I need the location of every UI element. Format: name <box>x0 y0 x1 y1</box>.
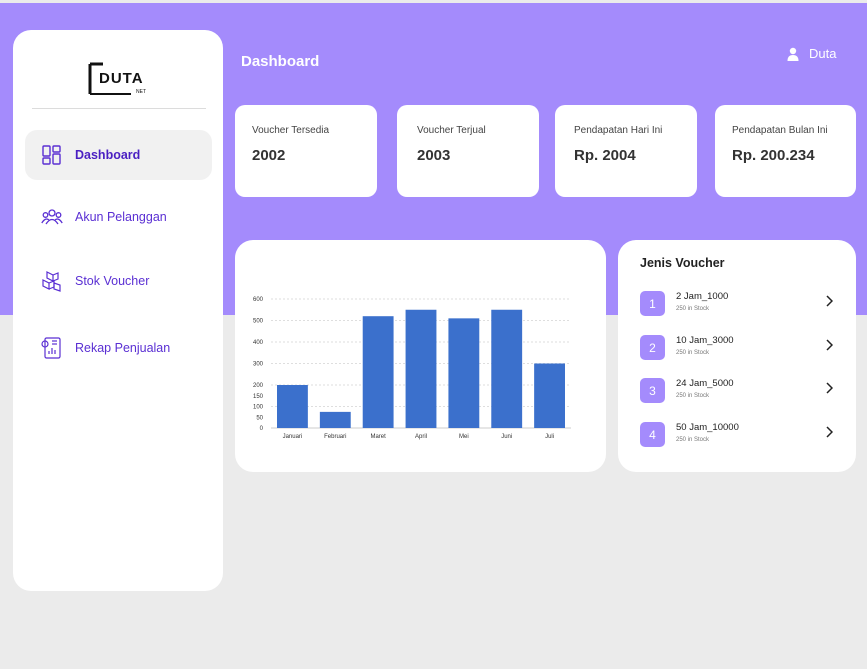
voucher-item[interactable]: 1 2 Jam_1000 250 in Stock <box>640 290 840 320</box>
y-tick-label: 500 <box>253 319 264 325</box>
stat-card-voucher-tersedia: Voucher Tersedia 2002 <box>235 105 377 197</box>
logo-mark <box>88 62 131 95</box>
stat-value: 2003 <box>417 147 451 164</box>
bar-juni <box>491 309 523 428</box>
sidebar-divider <box>32 108 206 109</box>
voucher-name: 10 Jam_3000 <box>676 335 734 346</box>
bar-januari <box>277 385 308 428</box>
voucher-number-badge: 3 <box>640 378 665 403</box>
page-title: Dashboard <box>241 53 320 70</box>
x-tick-label: Juli <box>545 434 554 440</box>
user-name: Duta <box>809 46 837 61</box>
stat-value: Rp. 2004 <box>574 147 636 164</box>
bar-maret <box>362 316 394 428</box>
report-icon <box>41 337 63 359</box>
y-tick-label: 0 <box>260 426 264 432</box>
stat-card-pendapatan-bulan-ini: Pendapatan Bulan Ini Rp. 200.234 <box>715 105 856 197</box>
chevron-right-icon <box>826 382 833 394</box>
sidebar-item-stok-voucher[interactable]: Stok Voucher <box>25 256 212 306</box>
stat-label: Pendapatan Hari Ini <box>574 125 663 136</box>
logo-subtext: NET <box>136 89 146 95</box>
sidebar-item-rekap-penjualan[interactable]: Rekap Penjualan <box>25 323 212 373</box>
voucher-number-badge: 4 <box>640 422 665 447</box>
stat-value: Rp. 200.234 <box>732 147 815 164</box>
users-icon <box>41 206 63 228</box>
sidebar-item-dashboard[interactable]: Dashboard <box>25 130 212 180</box>
x-tick-label: April <box>415 434 427 440</box>
stat-card-pendapatan-hari-ini: Pendapatan Hari Ini Rp. 2004 <box>555 105 697 197</box>
stat-label: Voucher Tersedia <box>252 125 330 136</box>
sidebar-item-label: Akun Pelanggan <box>75 210 167 224</box>
dashboard-grid-icon <box>41 144 63 166</box>
sales-bar-chart: 0 50 100 150 200 300 400 500 600 Januari Februari M… <box>253 297 571 440</box>
stat-label: Pendapatan Bulan Ini <box>732 125 828 136</box>
y-tick-label: 400 <box>253 340 264 346</box>
voucher-stock: 250 in Stock <box>676 306 710 312</box>
y-tick-label: 600 <box>253 297 264 303</box>
voucher-number-badge: 2 <box>640 335 665 360</box>
x-tick-label: Maret <box>370 434 386 440</box>
chevron-right-icon <box>826 295 833 307</box>
sidebar: DUTA NET Dashboard Akun Pelanggan <box>13 30 223 591</box>
voucher-stock: 250 in Stock <box>676 350 710 356</box>
voucher-types-title: Jenis Voucher <box>640 256 725 270</box>
chevron-right-icon <box>826 426 833 438</box>
x-tick-label: Februari <box>324 434 346 440</box>
sidebar-item-label: Rekap Penjualan <box>75 341 171 355</box>
user-icon <box>787 47 799 61</box>
logo: DUTA NET <box>13 58 223 108</box>
sidebar-item-akun-pelanggan[interactable]: Akun Pelanggan <box>25 192 212 242</box>
voucher-item[interactable]: 2 10 Jam_3000 250 in Stock <box>640 334 840 364</box>
user-menu[interactable]: Duta <box>787 46 836 61</box>
chevron-right-icon <box>826 339 833 351</box>
y-tick-label: 200 <box>253 383 264 389</box>
x-tick-label: Januari <box>283 434 303 440</box>
sidebar-item-label: Dashboard <box>75 148 141 162</box>
voucher-stock: 250 in Stock <box>676 393 710 399</box>
sidebar-item-label: Stok Voucher <box>75 274 150 288</box>
voucher-name: 50 Jam_10000 <box>676 422 739 433</box>
bar-april <box>405 309 437 428</box>
voucher-number-badge: 1 <box>640 291 665 316</box>
boxes-icon <box>41 270 63 292</box>
y-tick-label: 150 <box>253 394 264 400</box>
logo-text: DUTA <box>99 70 144 87</box>
bar-mei <box>448 318 480 428</box>
x-tick-label: Mei <box>459 434 469 440</box>
voucher-name: 2 Jam_1000 <box>676 291 729 302</box>
stat-card-voucher-terjual: Voucher Terjual 2003 <box>397 105 539 197</box>
voucher-name: 24 Jam_5000 <box>676 378 734 389</box>
voucher-item[interactable]: 4 50 Jam_10000 250 in Stock <box>640 421 840 451</box>
voucher-stock: 250 in Stock <box>676 437 710 443</box>
x-tick-label: Juni <box>501 434 512 440</box>
voucher-types-card: Jenis Voucher 1 2 Jam_1000 250 in Stock … <box>618 240 856 472</box>
stat-value: 2002 <box>252 147 286 164</box>
y-tick-label: 50 <box>256 415 263 421</box>
voucher-item[interactable]: 3 24 Jam_5000 250 in Stock <box>640 377 840 407</box>
y-tick-label: 100 <box>253 405 264 411</box>
bar-juli <box>534 363 565 428</box>
y-tick-label: 300 <box>253 362 264 368</box>
stat-label: Voucher Terjual <box>417 125 486 136</box>
sales-chart-card: 0 50 100 150 200 300 400 500 600 Januari Februari M… <box>235 240 606 472</box>
bar-februari <box>319 411 351 428</box>
